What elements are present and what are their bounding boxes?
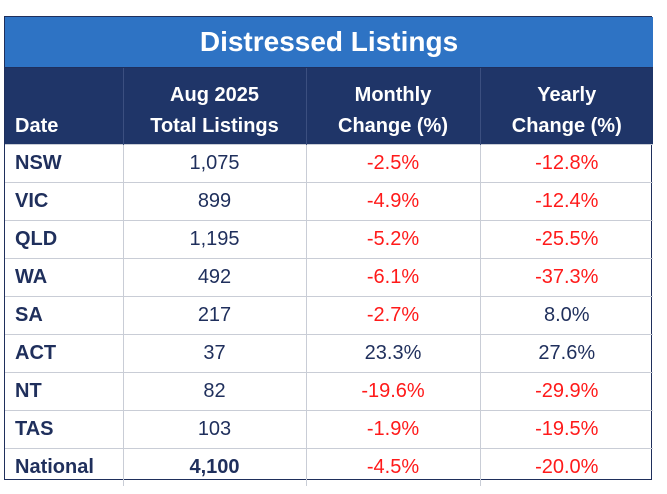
cell-yearly: -25.5%	[479, 220, 653, 259]
table-row-national: National 4,100 -4.5% -20.0%	[5, 448, 653, 486]
distressed-listings-table: Distressed Listings Date Aug 2025 Total L…	[5, 17, 653, 486]
table-row-sa: SA 217 -2.7% 8.0%	[5, 296, 653, 335]
cell-monthly: -4.9%	[305, 182, 480, 221]
cell-region: SA	[5, 296, 123, 335]
header-yearly-change: Yearly Change (%)	[479, 67, 653, 145]
header-date: Date	[5, 67, 123, 145]
cell-region: QLD	[5, 220, 123, 259]
cell-monthly: -19.6%	[305, 372, 480, 411]
table-row-wa: WA 492 -6.1% -37.3%	[5, 258, 653, 297]
cell-total: 492	[122, 258, 306, 297]
cell-total: 217	[122, 296, 306, 335]
table-row-vic: VIC 899 -4.9% -12.4%	[5, 182, 653, 221]
table-row-qld: QLD 1,195 -5.2% -25.5%	[5, 220, 653, 259]
table-row-act: ACT 37 23.3% 27.6%	[5, 334, 653, 373]
cell-region: NSW	[5, 144, 123, 183]
cell-region: ACT	[5, 334, 123, 373]
cell-yearly: 27.6%	[479, 334, 653, 373]
cell-monthly: -5.2%	[305, 220, 480, 259]
cell-total: 899	[122, 182, 306, 221]
cell-yearly: -29.9%	[479, 372, 653, 411]
table-row-nsw: NSW 1,075 -2.5% -12.8%	[5, 144, 653, 183]
cell-total: 82	[122, 372, 306, 411]
table-header-row: Date Aug 2025 Total Listings Monthly Chang…	[5, 67, 653, 145]
header-yearly-line1: Yearly	[537, 84, 597, 106]
cell-region: NT	[5, 372, 123, 411]
cell-yearly: 8.0%	[479, 296, 653, 335]
cell-monthly: 23.3%	[305, 334, 480, 373]
cell-total: 103	[122, 410, 306, 449]
cell-total: 4,100	[122, 448, 306, 486]
header-monthly-line2: Change (%)	[338, 115, 448, 137]
cell-yearly: -19.5%	[479, 410, 653, 449]
header-total-line2: Total Listings	[150, 115, 279, 137]
header-monthly-line1: Monthly	[354, 84, 432, 106]
cell-yearly: -20.0%	[479, 448, 653, 486]
cell-total: 37	[122, 334, 306, 373]
cell-region: TAS	[5, 410, 123, 449]
cell-yearly: -12.4%	[479, 182, 653, 221]
table-row-tas: TAS 103 -1.9% -19.5%	[5, 410, 653, 449]
header-monthly-change: Monthly Change (%)	[305, 67, 480, 145]
header-date-label: Date	[15, 115, 59, 137]
cell-monthly: -1.9%	[305, 410, 480, 449]
header-total-line1: Aug 2025	[170, 84, 259, 106]
distressed-listings-table-frame: Distressed Listings Date Aug 2025 Total L…	[4, 16, 653, 486]
cell-monthly: -4.5%	[305, 448, 480, 486]
cell-total: 1,075	[122, 144, 306, 183]
table-title-row: Distressed Listings	[5, 17, 653, 68]
cell-region: National	[5, 448, 123, 486]
header-total-listings: Aug 2025 Total Listings	[122, 67, 306, 145]
cell-yearly: -12.8%	[479, 144, 653, 183]
cell-yearly: -37.3%	[479, 258, 653, 297]
cell-region: WA	[5, 258, 123, 297]
cell-total: 1,195	[122, 220, 306, 259]
table-row-nt: NT 82 -19.6% -29.9%	[5, 372, 653, 411]
header-yearly-line2: Change (%)	[511, 115, 622, 137]
cell-monthly: -6.1%	[305, 258, 480, 297]
cell-monthly: -2.7%	[305, 296, 480, 335]
cell-region: VIC	[5, 182, 123, 221]
table-title: Distressed Listings	[5, 17, 653, 68]
cell-monthly: -2.5%	[305, 144, 480, 183]
